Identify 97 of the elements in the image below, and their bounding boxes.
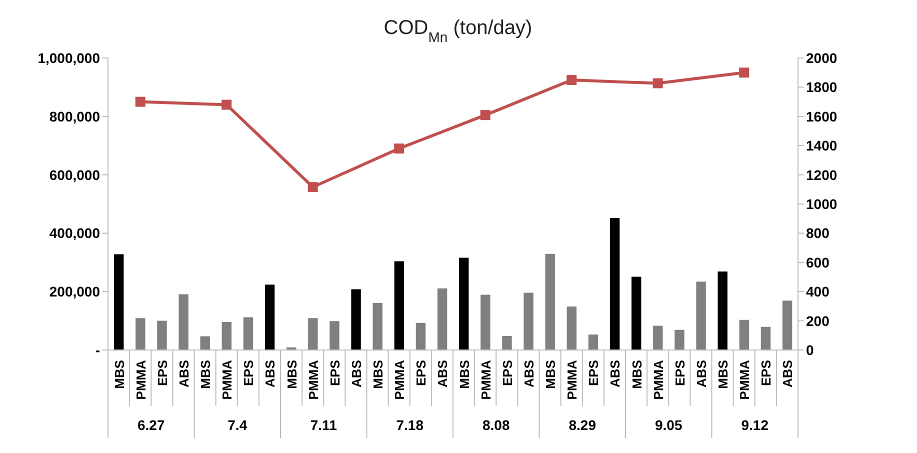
x-tick-label: PMMA xyxy=(220,359,235,400)
bar xyxy=(739,320,750,350)
y2-tick-label: 400 xyxy=(806,284,830,300)
y-tick-label: 1,000,000 xyxy=(38,50,100,66)
x-tick-label: ABS xyxy=(694,360,709,388)
x-tick-label: EPS xyxy=(241,360,256,386)
x-tick-label: ABS xyxy=(262,360,278,388)
bar xyxy=(394,261,404,350)
bar xyxy=(502,336,512,350)
chart-title: COD$_{Mn}$ (ton/day) xyxy=(384,17,532,45)
bar xyxy=(653,326,663,350)
bar xyxy=(674,330,684,350)
bar xyxy=(372,302,382,350)
point xyxy=(652,78,663,88)
bar xyxy=(308,318,318,350)
bar xyxy=(696,282,706,350)
bar xyxy=(610,218,620,350)
x-tick-label: MBS xyxy=(456,360,472,389)
y2-tick-label: 800 xyxy=(806,225,830,242)
x-tick-label: EPS xyxy=(500,360,515,386)
bar xyxy=(178,294,188,350)
x-tick-label: ABS xyxy=(435,360,450,388)
bar xyxy=(157,320,167,350)
x-tick-label: EPS xyxy=(672,360,688,386)
bar xyxy=(632,276,642,350)
y2-tick-label: 1800 xyxy=(806,79,838,96)
x-tick-label: MBS xyxy=(543,360,558,389)
bar xyxy=(588,334,598,350)
point xyxy=(739,68,750,78)
text: 9.05 xyxy=(655,417,682,433)
bar xyxy=(416,322,426,350)
y2-tick-label: 0 xyxy=(806,342,814,358)
bar xyxy=(243,317,254,350)
x-tick-label: ABS xyxy=(176,360,192,388)
bar xyxy=(524,292,534,350)
text: 7.18 xyxy=(396,417,424,433)
text: 8.29 xyxy=(568,417,596,433)
bar xyxy=(200,336,210,350)
text: 9.12 xyxy=(741,417,769,433)
point xyxy=(308,182,318,192)
x-tick-label: MBS xyxy=(198,360,214,389)
y-tick-label: 800,000 xyxy=(49,108,100,124)
y2-tick-label: 1400 xyxy=(806,138,838,154)
bar xyxy=(782,300,792,350)
text: 6.27 xyxy=(138,417,165,433)
x-tick-label: PMMA xyxy=(564,359,580,400)
y2-tick-label: 1000 xyxy=(806,196,838,212)
x-tick-label: PMMA xyxy=(478,359,494,400)
text: 7.11 xyxy=(310,417,338,433)
bar xyxy=(351,289,361,350)
x-tick-label: PMMA xyxy=(133,359,148,400)
x-tick-label: ABS xyxy=(348,360,364,388)
y-tick-label: 200,000 xyxy=(49,284,100,300)
y2-tick-label: 1200 xyxy=(806,166,838,183)
x-tick-label: ABS xyxy=(780,360,796,388)
point xyxy=(480,110,490,120)
bar xyxy=(718,271,728,350)
x-tick-label: ABS xyxy=(608,360,623,388)
bar xyxy=(222,322,232,350)
y2-tick-label: 600 xyxy=(806,254,830,270)
point xyxy=(222,100,232,110)
x-tick-label: EPS xyxy=(586,360,602,386)
bar xyxy=(459,258,469,350)
x-tick-label: EPS xyxy=(414,360,429,386)
text: 8.08 xyxy=(482,417,510,433)
x-tick-label: MBS xyxy=(284,360,300,389)
point xyxy=(566,75,577,86)
bar xyxy=(264,284,275,350)
bar xyxy=(330,321,340,350)
x-tick-label: MBS xyxy=(716,360,731,389)
y-tick-label: - xyxy=(95,342,100,358)
y-tick-label: 600,000 xyxy=(49,166,100,183)
x-tick-label: PMMA xyxy=(306,359,321,400)
x-tick-label: EPS xyxy=(327,360,342,386)
x-tick-label: EPS xyxy=(758,360,774,386)
y2-tick-label: 200 xyxy=(806,312,830,329)
y-tick-label: 400,000 xyxy=(49,225,100,242)
bar xyxy=(545,254,555,350)
x-tick-label: PMMA xyxy=(737,359,752,400)
bar xyxy=(566,306,577,350)
x-tick-label: MBS xyxy=(629,360,644,389)
bar xyxy=(136,318,146,350)
bar xyxy=(437,288,448,350)
bar xyxy=(760,326,771,350)
x-tick-label: EPS xyxy=(154,360,170,386)
bar xyxy=(114,254,124,350)
y2-tick-label: 1600 xyxy=(806,108,838,124)
x-tick-label: MBS xyxy=(370,360,386,389)
point xyxy=(135,96,146,107)
x-tick-label: PMMA xyxy=(650,359,666,400)
x-tick-label: ABS xyxy=(521,360,536,388)
text: 7.4 xyxy=(228,417,248,433)
y2-tick-label: 2000 xyxy=(806,50,838,66)
bar xyxy=(480,294,490,350)
point xyxy=(394,144,404,154)
x-tick-label: PMMA xyxy=(392,359,408,400)
x-tick-label: MBS xyxy=(112,360,127,389)
